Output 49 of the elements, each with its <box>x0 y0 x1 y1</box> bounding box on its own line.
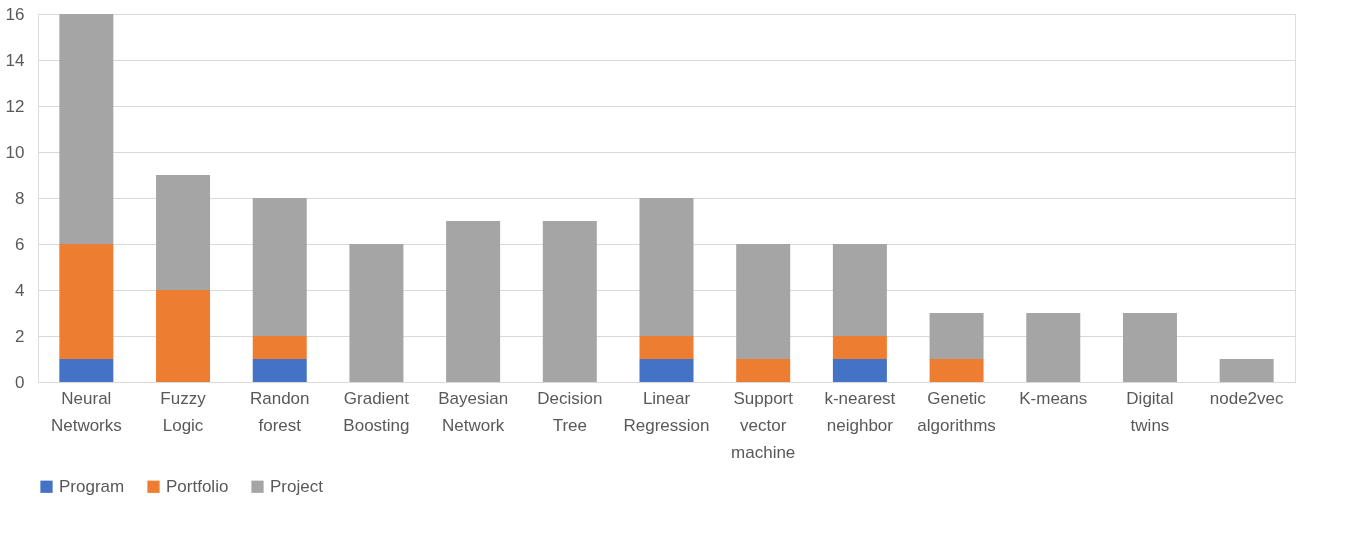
bar <box>59 359 114 382</box>
x-tick-label: node2vec <box>1209 388 1285 408</box>
bar <box>1219 359 1274 382</box>
bar <box>156 290 211 382</box>
y-tick-label: 10 <box>5 142 25 162</box>
x-tick-label: Fuzzy Logic <box>160 388 207 435</box>
bar <box>446 221 501 382</box>
x-tick-label: Gradient Boosting <box>343 388 410 435</box>
bar <box>1122 313 1177 382</box>
bar <box>639 198 694 336</box>
bar <box>639 359 694 382</box>
x-tick-label: Genetic algorithms <box>917 388 996 435</box>
bar <box>929 359 984 382</box>
legend-label: Program <box>59 476 125 496</box>
bar <box>252 336 307 359</box>
legend-label: Portfolio <box>166 476 229 496</box>
x-tick-label: Decision Tree <box>537 388 603 435</box>
y-tick-label: 4 <box>15 280 25 300</box>
x-tick-label: Support vector machine <box>731 388 796 462</box>
x-tick-label: K-means <box>1019 388 1088 408</box>
x-tick-label: Bayesian Network <box>438 388 509 435</box>
y-tick-label: 16 <box>5 4 25 24</box>
bar <box>832 359 887 382</box>
x-tick-label: Linear Regression <box>623 388 710 435</box>
bar <box>832 336 887 359</box>
x-tick-label: Randon forest <box>249 388 310 435</box>
bar <box>639 336 694 359</box>
bar <box>252 198 307 336</box>
x-tick-label: k-nearest neighbor <box>824 388 896 435</box>
bar <box>156 175 211 290</box>
bar <box>736 359 791 382</box>
x-tick-label: Digital twins <box>1126 388 1174 435</box>
bar <box>1026 313 1081 382</box>
y-tick-label: 8 <box>15 188 25 208</box>
bar <box>736 244 791 359</box>
y-tick-label: 2 <box>15 326 25 346</box>
bar <box>59 244 114 359</box>
bar <box>542 221 597 382</box>
legend-label: Project <box>270 476 324 496</box>
x-tick-label: Neural Networks <box>50 388 122 435</box>
bar <box>252 359 307 382</box>
bar <box>929 313 984 359</box>
bar <box>59 14 114 244</box>
y-tick-label: 0 <box>15 372 25 392</box>
y-tick-label: 12 <box>5 96 25 116</box>
y-tick-label: 6 <box>15 234 25 254</box>
bar <box>349 244 404 382</box>
bar <box>832 244 887 336</box>
y-tick-label: 14 <box>5 50 25 70</box>
